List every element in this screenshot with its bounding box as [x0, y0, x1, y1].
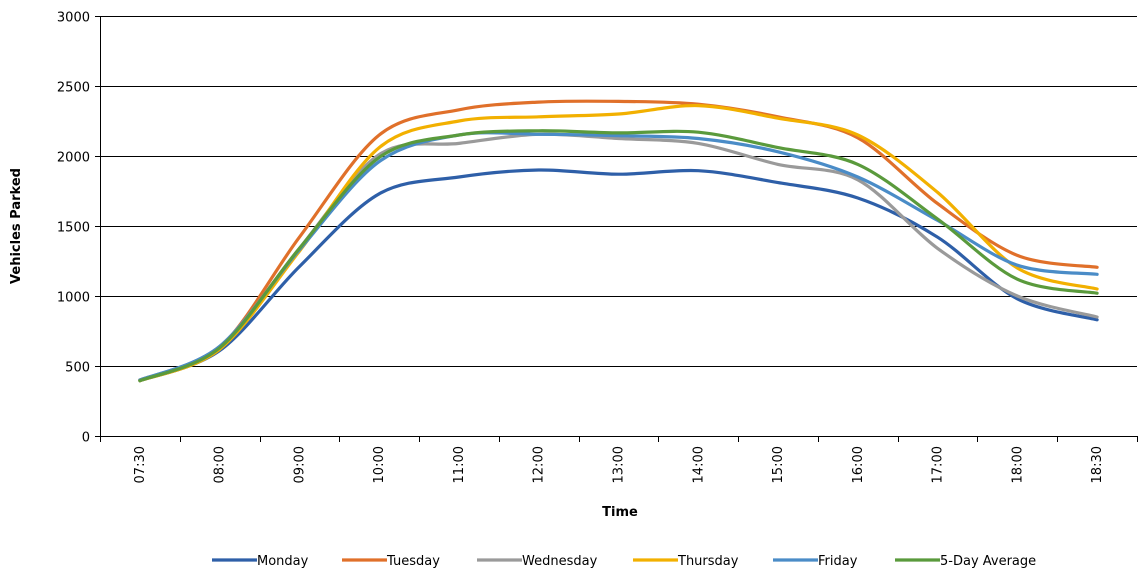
series-line-5-day-average [138, 129, 1099, 383]
y-tick-label: 2500 [57, 81, 90, 96]
y-tick-label: 3000 [57, 11, 90, 26]
x-tick-label: 11:00 [452, 446, 467, 483]
x-tick-label: 08:00 [213, 446, 228, 483]
x-tick-label: 09:00 [292, 446, 307, 483]
y-tick-label: 2000 [57, 151, 90, 166]
x-tick-label: 18:30 [1090, 446, 1105, 483]
y-tick-label: 500 [65, 361, 90, 376]
y-tick-label: 0 [82, 431, 90, 446]
x-tick-label: 17:00 [931, 446, 946, 483]
legend-label-5-day-average: 5-Day Average [940, 554, 1036, 569]
y-tick-label: 1500 [57, 221, 90, 236]
series-line-friday [138, 131, 1099, 382]
legend-label-friday: Friday [818, 554, 858, 569]
legend-label-thursday: Thursday [677, 554, 739, 569]
legend-label-monday: Monday [257, 554, 309, 569]
series-line-thursday [138, 103, 1099, 383]
x-tick-label: 15:00 [771, 446, 786, 483]
x-tick-label: 16:00 [851, 446, 866, 483]
x-axis-title: Time [602, 505, 638, 520]
legend-label-wednesday: Wednesday [522, 554, 598, 569]
series-line-wednesday [138, 132, 1099, 382]
y-axis-tick-labels: 0 500 1000 1500 2000 2500 3000 [57, 11, 90, 446]
series-line-monday [138, 168, 1099, 383]
legend-label-tuesday: Tuesday [386, 554, 440, 569]
x-tick-label: 14:00 [691, 446, 706, 483]
x-tick-label: 07:30 [133, 446, 148, 483]
y-axis-title: Vehicles Parked [9, 168, 24, 284]
x-tick-label: 12:00 [532, 446, 547, 483]
x-tick-label: 13:00 [612, 446, 627, 483]
x-axis-tick-labels: 07:30 08:00 09:00 10:00 11:00 12:00 13:00 14:00… [133, 446, 1105, 483]
series-lines [138, 99, 1099, 383]
axes [95, 16, 1138, 442]
series-line-tuesday [138, 99, 1099, 382]
legend: Monday Tuesday Wednesday Thursday Friday 5-Da… [212, 554, 1036, 569]
y-tick-label: 1000 [57, 291, 90, 306]
x-tick-label: 10:00 [372, 446, 387, 483]
x-tick-label: 18:00 [1010, 446, 1025, 483]
